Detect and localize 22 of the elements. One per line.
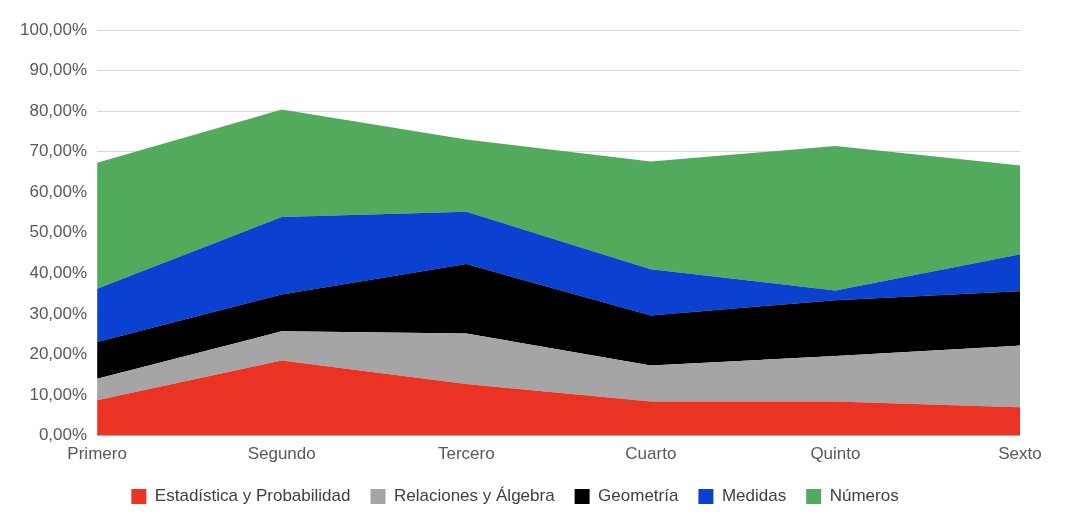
y-tick-label: 60,00% bbox=[29, 181, 88, 201]
y-tick-label: 40,00% bbox=[29, 263, 88, 283]
y-tick-label: 100,00% bbox=[19, 19, 88, 39]
legend-label: Medidas bbox=[721, 486, 787, 506]
x-tick-label: Quinto bbox=[810, 444, 861, 464]
y-tick-label: 20,00% bbox=[29, 344, 88, 364]
y-tick-label: 0,00% bbox=[38, 425, 88, 445]
x-tick-label: Primero bbox=[67, 444, 127, 464]
y-tick-label: 70,00% bbox=[29, 141, 88, 161]
y-tick-label: 80,00% bbox=[29, 100, 88, 120]
legend-label: Números bbox=[829, 486, 899, 506]
legend-label: Estadística y Probabilidad bbox=[154, 486, 351, 506]
legend-label: Relaciones y Álgebra bbox=[393, 486, 556, 506]
y-tick-label: 90,00% bbox=[29, 60, 88, 80]
y-tick-label: 30,00% bbox=[29, 303, 88, 323]
x-tick-label: Segundo bbox=[247, 444, 316, 464]
x-tick-label: Sexto bbox=[998, 444, 1042, 464]
y-tick-label: 10,00% bbox=[29, 384, 88, 404]
y-tick-label: 50,00% bbox=[29, 222, 88, 242]
legend-label: Geometría bbox=[598, 486, 679, 506]
x-tick-label: Tercero bbox=[437, 444, 495, 464]
x-tick-label: Cuarto bbox=[625, 444, 677, 464]
